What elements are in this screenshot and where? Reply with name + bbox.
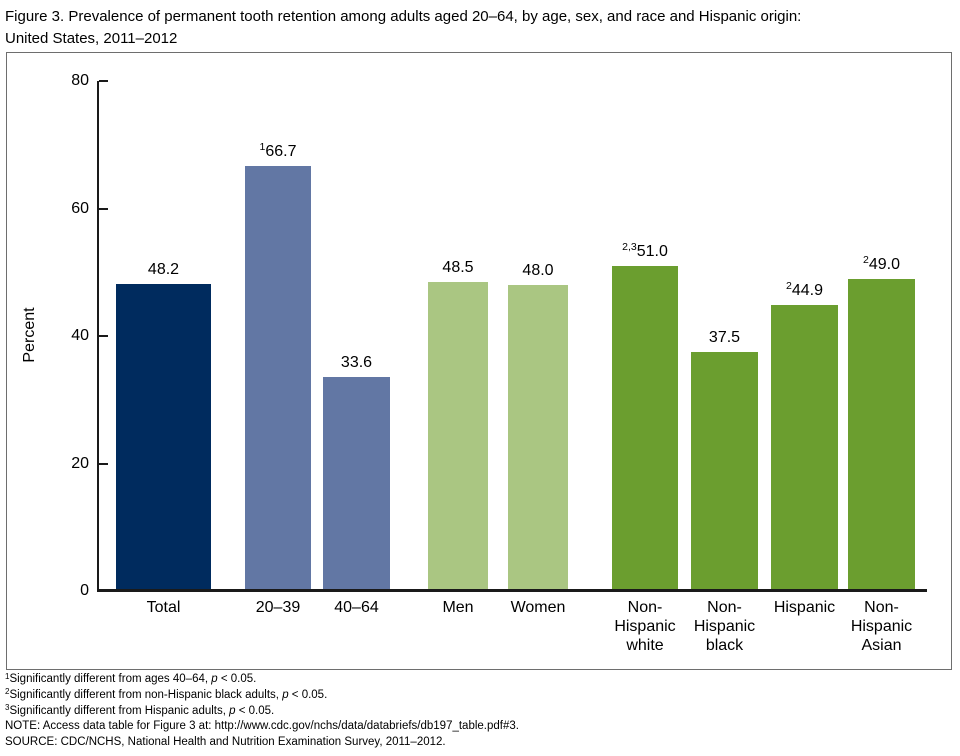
x-category-label: 40–64	[334, 599, 379, 616]
footnote-text: Significantly different from Hispanic ad…	[9, 704, 230, 717]
x-category-label: 20–39	[255, 599, 301, 616]
figure-title: Figure 3. Prevalence of permanent tooth …	[5, 6, 955, 49]
bar-non--hispanic-asian	[848, 278, 915, 589]
x-category-label: Non- Hispanic Asian	[850, 599, 913, 654]
footnote-line: 3Significantly different from Hispanic a…	[5, 703, 955, 720]
footnote-text: < 0.05.	[235, 704, 275, 717]
x-category-label: Men	[442, 599, 474, 616]
footnote-superscript: 3	[5, 703, 10, 713]
bar-total	[116, 283, 211, 589]
y-axis-tick	[99, 207, 108, 210]
value-superscript: 2	[863, 254, 869, 267]
bar-women	[508, 285, 568, 589]
chart-area: Percent 0 20 40 60 80 48.2 Total 166.7 20–39 33.6…	[6, 52, 952, 670]
value-superscript: 1	[259, 141, 266, 154]
bar-men	[428, 281, 488, 589]
bar-value-label: 33.6	[340, 353, 373, 371]
bar-value-label: 249.0	[863, 254, 900, 273]
y-tick-label: 80	[71, 72, 89, 89]
footnote-text: NOTE: Access data table for Figure 3 at:…	[5, 720, 519, 733]
figure-title-line1: Figure 3. Prevalence of permanent tooth …	[5, 8, 802, 25]
bar-40–64	[323, 376, 390, 589]
x-axis-line	[97, 589, 927, 592]
footnote-line: 2Significantly different from non-Hispan…	[5, 687, 955, 704]
y-axis-tick	[99, 335, 108, 337]
bar-value-label: 48.5	[442, 258, 474, 276]
bar-non--hispanic-white	[612, 265, 678, 589]
y-axis-tick	[99, 80, 108, 82]
y-tick-label: 0	[80, 582, 89, 599]
footnote-text: p	[282, 688, 289, 701]
footnote-line: NOTE: Access data table for Figure 3 at:…	[5, 719, 955, 735]
bar-value-label: 244.9	[786, 280, 823, 299]
footnote-text: SOURCE: CDC/NCHS, National Health and Nu…	[5, 736, 446, 749]
y-tick-label: 20	[71, 454, 89, 472]
x-category-label: Total	[146, 599, 181, 616]
footnote-line: 1Significantly different from ages 40–64…	[5, 672, 955, 688]
footnote-text: Significantly different from ages 40–64,	[9, 673, 212, 685]
y-tick-label: 40	[71, 327, 89, 344]
footnotes: 1Significantly different from ages 40–64…	[5, 672, 955, 751]
bar-hispanic	[771, 304, 838, 589]
x-category-label: Women	[510, 599, 566, 616]
y-tick-label: 60	[71, 199, 89, 217]
bar-non--hispanic-black	[691, 351, 758, 589]
value-superscript: 2	[786, 280, 792, 293]
y-axis-tick	[99, 462, 108, 465]
footnote-line: SOURCE: CDC/NCHS, National Health and Nu…	[5, 735, 955, 751]
x-category-label: Hispanic	[773, 599, 836, 616]
bar-value-label: 48.2	[147, 260, 180, 278]
footnote-text: < 0.05.	[288, 688, 328, 701]
plot: 0 20 40 60 80 48.2 Total 166.7 20–39 33.6 40–64 48.…	[7, 53, 951, 669]
footnote-text: Significantly different from non-Hispani…	[9, 688, 283, 701]
value-superscript: 2,3	[622, 241, 637, 254]
footnote-text: < 0.05.	[217, 673, 257, 685]
bar-value-label: 48.0	[522, 262, 554, 279]
footnote-superscript: 1	[5, 671, 10, 681]
bar-value-label: 166.7	[259, 141, 297, 160]
y-axis-line	[97, 81, 99, 592]
x-category-label: Non- Hispanic black	[693, 599, 756, 654]
footnote-superscript: 2	[5, 687, 10, 697]
bar-value-label: 2,351.0	[622, 241, 668, 260]
footnote-text: p	[211, 673, 218, 685]
bar-20–39	[245, 165, 311, 589]
x-category-label: Non- Hispanic white	[614, 599, 676, 654]
bar-value-label: 37.5	[708, 328, 741, 346]
figure-title-line2: United States, 2011–2012	[5, 29, 178, 47]
footnote-text: p	[229, 704, 236, 717]
